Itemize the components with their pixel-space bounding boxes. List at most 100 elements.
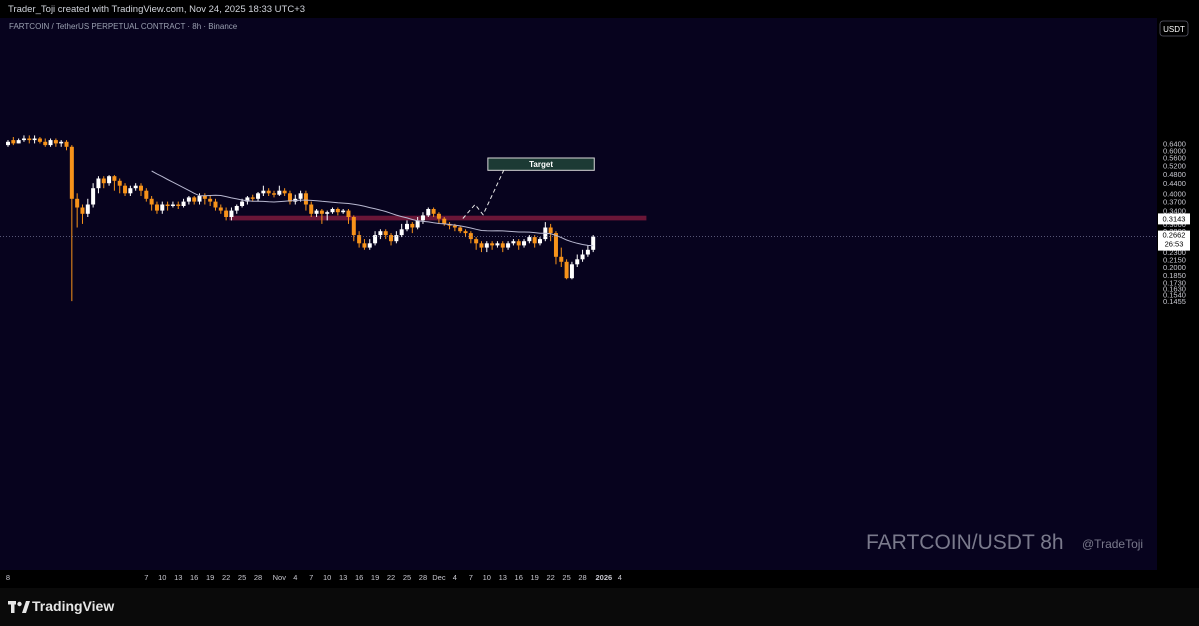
candle[interactable] [64, 140, 69, 151]
candle[interactable] [272, 190, 276, 198]
candle[interactable] [506, 241, 511, 250]
projection-path[interactable] [462, 169, 505, 219]
candle[interactable] [256, 192, 261, 202]
candle[interactable] [585, 245, 590, 257]
candle[interactable] [154, 201, 159, 214]
chart-area[interactable]: FARTCOIN / TetherUS PERPETUAL CONTRACT ·… [0, 18, 1199, 588]
candle[interactable] [234, 204, 239, 214]
candle[interactable] [53, 138, 58, 147]
candle[interactable] [107, 175, 112, 186]
candle[interactable] [287, 190, 292, 205]
candle[interactable] [96, 176, 101, 194]
candle[interactable] [373, 231, 378, 246]
candle[interactable] [80, 204, 85, 224]
candle[interactable] [160, 201, 165, 214]
candle[interactable] [224, 207, 229, 221]
candle[interactable] [383, 229, 388, 240]
candle[interactable] [75, 193, 80, 228]
candle[interactable] [85, 198, 90, 217]
candle[interactable] [362, 239, 367, 250]
candle[interactable] [538, 237, 542, 246]
candle[interactable] [245, 196, 250, 205]
candle[interactable] [490, 241, 495, 250]
candle[interactable] [357, 231, 362, 248]
candle[interactable] [367, 239, 372, 250]
candle[interactable] [330, 207, 335, 214]
candle[interactable] [123, 183, 128, 196]
candle[interactable] [548, 223, 553, 242]
candle[interactable] [197, 193, 202, 205]
candle[interactable] [495, 241, 500, 248]
candle[interactable] [458, 225, 463, 234]
candle[interactable] [431, 207, 436, 218]
target-zone[interactable] [487, 157, 595, 171]
candle[interactable] [37, 137, 42, 144]
candle[interactable] [59, 140, 64, 147]
candle[interactable] [32, 135, 37, 144]
candle[interactable] [48, 138, 53, 147]
candle[interactable] [500, 241, 505, 253]
candle[interactable] [69, 145, 74, 302]
candle[interactable] [405, 220, 409, 232]
candle[interactable] [479, 241, 484, 253]
candle[interactable] [186, 196, 191, 205]
candle[interactable] [511, 239, 516, 246]
candle[interactable] [208, 196, 213, 206]
candle[interactable] [229, 207, 234, 221]
currency-badge[interactable]: USDT [1159, 20, 1189, 37]
candle[interactable] [91, 183, 96, 208]
candle[interactable] [468, 231, 473, 244]
candle[interactable] [564, 259, 569, 280]
candle[interactable] [580, 249, 585, 262]
candle[interactable] [389, 233, 394, 246]
candle[interactable] [117, 178, 122, 194]
candle[interactable] [170, 201, 175, 208]
candle[interactable] [128, 185, 133, 196]
candle[interactable] [16, 138, 21, 144]
candle[interactable] [325, 210, 330, 221]
candle[interactable] [522, 239, 527, 248]
candle[interactable] [378, 229, 383, 240]
candle[interactable] [410, 222, 415, 234]
candle[interactable] [27, 135, 32, 144]
candle[interactable] [341, 209, 346, 214]
candle[interactable] [149, 196, 154, 211]
candle[interactable] [527, 235, 532, 244]
candle[interactable] [181, 198, 186, 208]
candle[interactable] [261, 185, 266, 196]
candle[interactable] [202, 193, 207, 205]
candle[interactable] [399, 223, 404, 238]
candle[interactable] [101, 176, 106, 189]
candle[interactable] [436, 212, 441, 224]
candle[interactable] [43, 138, 48, 147]
candle[interactable] [319, 209, 324, 224]
candle[interactable] [591, 235, 596, 253]
candle[interactable] [277, 185, 282, 196]
candle[interactable] [112, 175, 117, 191]
candle[interactable] [218, 204, 223, 214]
candle[interactable] [516, 239, 521, 250]
candle[interactable] [133, 183, 138, 191]
candle[interactable] [11, 137, 16, 146]
candle[interactable] [420, 212, 425, 224]
candle[interactable] [303, 190, 308, 211]
candle[interactable] [165, 201, 170, 211]
candle[interactable] [474, 237, 479, 250]
candle[interactable] [463, 229, 468, 238]
candle[interactable] [176, 201, 181, 209]
candle[interactable] [314, 209, 319, 217]
candle[interactable] [144, 188, 149, 202]
candle[interactable] [213, 198, 218, 211]
candle[interactable] [415, 217, 420, 230]
candle[interactable] [192, 196, 197, 205]
candle[interactable] [394, 231, 399, 244]
candle[interactable] [266, 188, 271, 196]
candle[interactable] [484, 241, 489, 253]
candle[interactable] [575, 254, 580, 268]
moving-average-line[interactable] [151, 170, 594, 247]
candle[interactable] [346, 209, 351, 224]
candle[interactable] [532, 235, 537, 248]
candle[interactable] [426, 207, 431, 218]
candle[interactable] [139, 183, 143, 196]
candle[interactable] [569, 261, 574, 280]
